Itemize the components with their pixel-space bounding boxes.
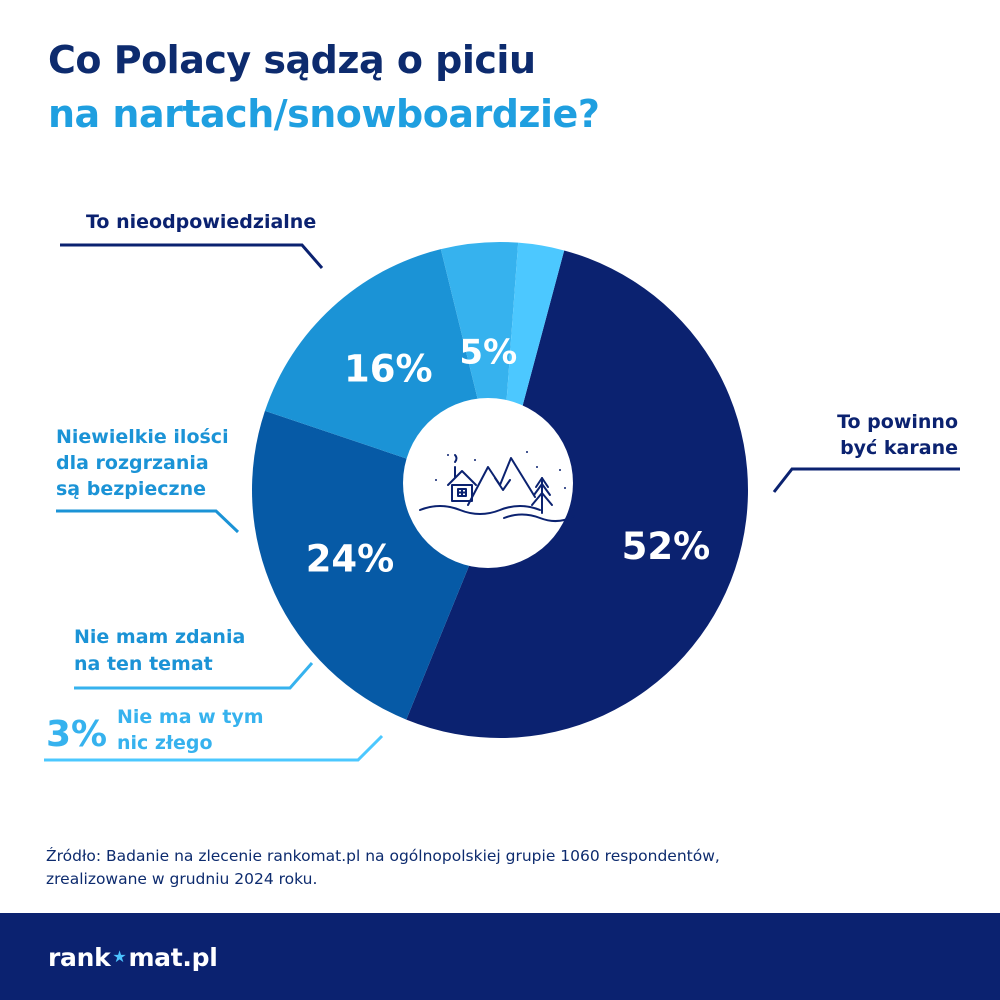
leader-line — [60, 243, 324, 269]
rankomat-logo[interactable]: rank ★ mat.pl — [48, 937, 218, 977]
star-icon: ★ — [112, 947, 127, 966]
slice-value-label: 24% — [306, 538, 395, 581]
chart-title-line2: na nartach/snowboardzie? — [48, 92, 600, 136]
slice-value-label: 5% — [459, 332, 517, 372]
chart-title-line1: Co Polacy sądzą o piciu — [48, 38, 536, 82]
leader-line — [44, 734, 384, 762]
slice-category-label: Nie mam zdania — [74, 626, 245, 648]
logo-text-part2: mat.pl — [128, 942, 218, 972]
source-note: Źródło: Badanie na zlecenie rankomat.pl … — [46, 845, 946, 891]
donut-hole — [403, 398, 573, 568]
footer-bar: rank ★ mat.pl — [0, 913, 1000, 1000]
slice-category-label: nic złego — [117, 732, 213, 754]
winter-mountain-cabin-icon — [419, 451, 575, 522]
slice-category-label: To powinno — [837, 411, 958, 433]
leader-line — [772, 467, 960, 493]
donut-chart: 52% 24% 16% 5% To powinno być karane To nieodp… — [44, 211, 960, 762]
logo-text-part1: rank — [48, 942, 111, 972]
leader-line — [56, 509, 240, 534]
slice-category-label: Niewielkie ilości — [56, 426, 229, 448]
source-line2: zrealizowane w grudniu 2024 roku. — [46, 870, 318, 888]
slice-value-label: 52% — [622, 525, 711, 568]
slice-category-label: Nie ma w tym — [117, 706, 264, 728]
slice-category-label: To nieodpowiedzialne — [86, 211, 316, 233]
source-line1: Źródło: Badanie na zlecenie rankomat.pl … — [46, 847, 720, 865]
leader-line — [74, 662, 314, 690]
slice-value-label: 16% — [344, 348, 433, 391]
slice-category-label: są bezpieczne — [56, 478, 206, 500]
pie-slice — [406, 250, 748, 738]
slice-category-label: dla rozgrzania — [56, 452, 209, 474]
slice-value-label-outside: 3% — [46, 714, 107, 755]
slice-category-label: być karane — [840, 437, 958, 459]
slice-category-label: na ten temat — [74, 653, 213, 675]
